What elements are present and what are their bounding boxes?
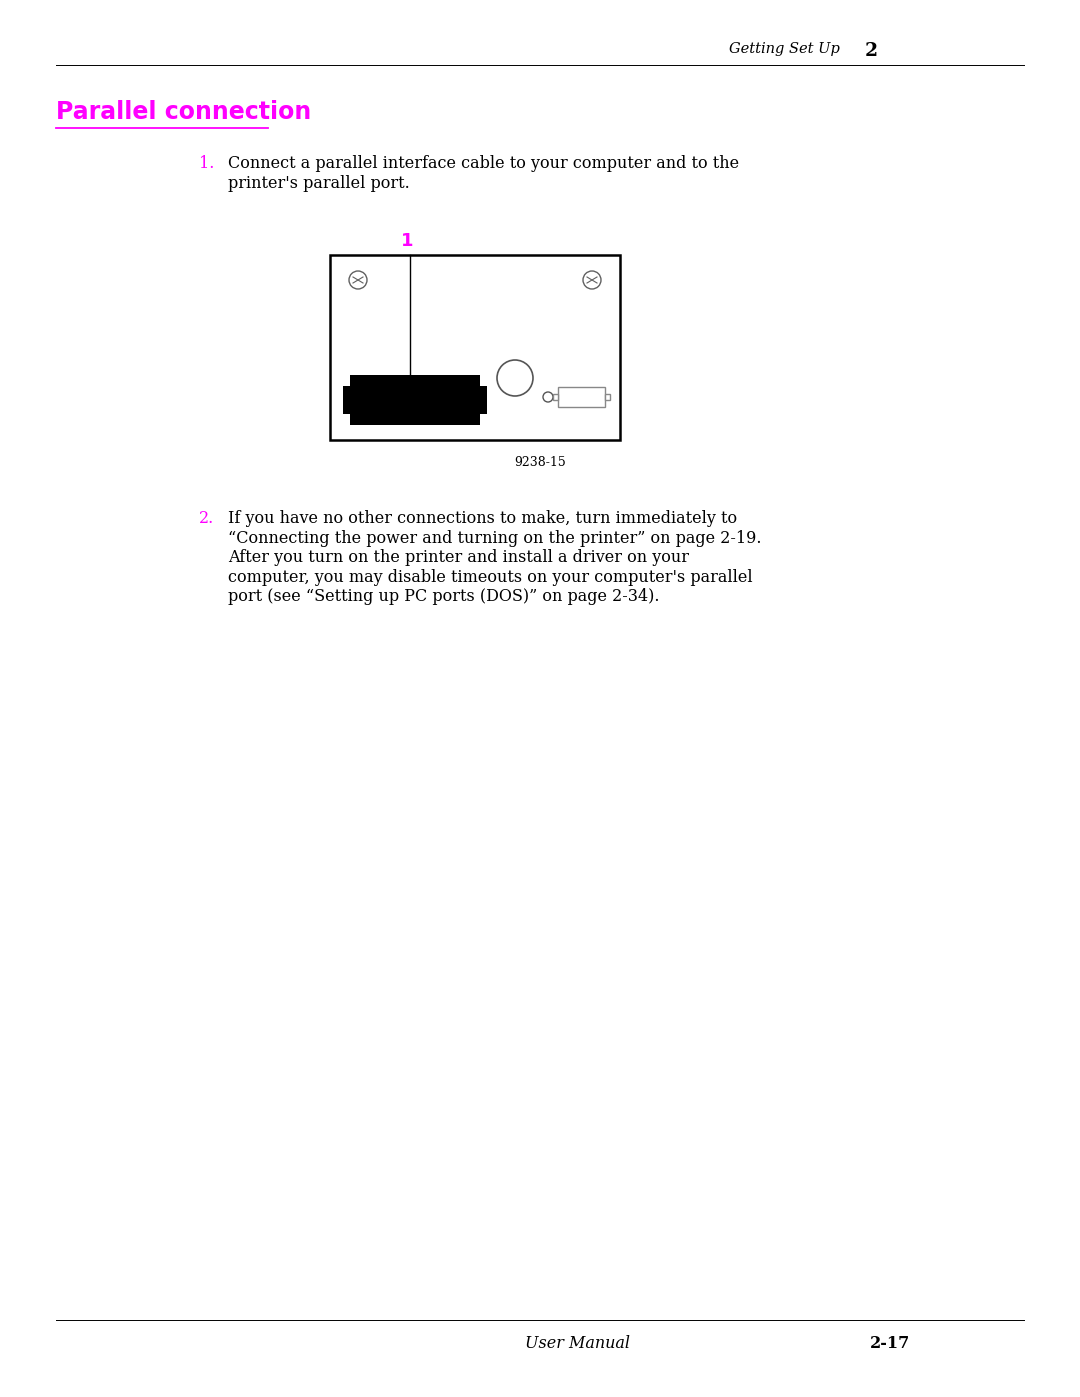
Text: Getting Set Up: Getting Set Up	[729, 42, 840, 56]
Text: User Manual: User Manual	[525, 1336, 630, 1352]
Bar	[605, 394, 610, 400]
Text: 1.: 1.	[199, 155, 214, 172]
Bar	[350, 374, 480, 425]
Text: Parallel connection: Parallel connection	[56, 101, 311, 124]
Bar	[558, 387, 605, 407]
Text: 9238-15: 9238-15	[514, 455, 566, 469]
Text: 2-17: 2-17	[870, 1336, 910, 1352]
Bar	[480, 386, 487, 414]
Text: Connect a parallel interface cable to your computer and to the
printer's paralle: Connect a parallel interface cable to yo…	[228, 155, 739, 191]
Bar	[553, 394, 558, 400]
Bar	[330, 256, 620, 440]
Text: 2.: 2.	[199, 510, 214, 527]
Circle shape	[543, 393, 553, 402]
Circle shape	[497, 360, 534, 395]
Ellipse shape	[349, 271, 367, 289]
Text: If you have no other connections to make, turn immediately to
“Connecting the po: If you have no other connections to make…	[228, 510, 761, 605]
Text: 2: 2	[865, 42, 878, 60]
Ellipse shape	[583, 271, 600, 289]
Bar	[343, 386, 350, 414]
Text: 1: 1	[401, 232, 414, 250]
